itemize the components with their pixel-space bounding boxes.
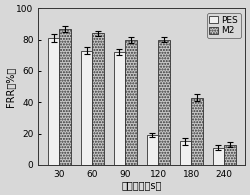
Bar <box>92 33 104 165</box>
Bar <box>213 148 224 165</box>
Bar <box>224 144 236 165</box>
Bar <box>180 141 191 165</box>
Bar <box>59 29 71 165</box>
Y-axis label: FRR（%）: FRR（%） <box>5 66 15 107</box>
Bar <box>114 52 125 165</box>
Bar <box>147 135 158 165</box>
X-axis label: 加热时间（s）: 加热时间（s） <box>122 180 162 190</box>
Bar <box>191 98 203 165</box>
Legend: PES, M2: PES, M2 <box>207 13 241 38</box>
Bar <box>48 38 59 165</box>
Bar <box>158 40 170 165</box>
Bar <box>81 51 92 165</box>
Bar <box>125 40 137 165</box>
